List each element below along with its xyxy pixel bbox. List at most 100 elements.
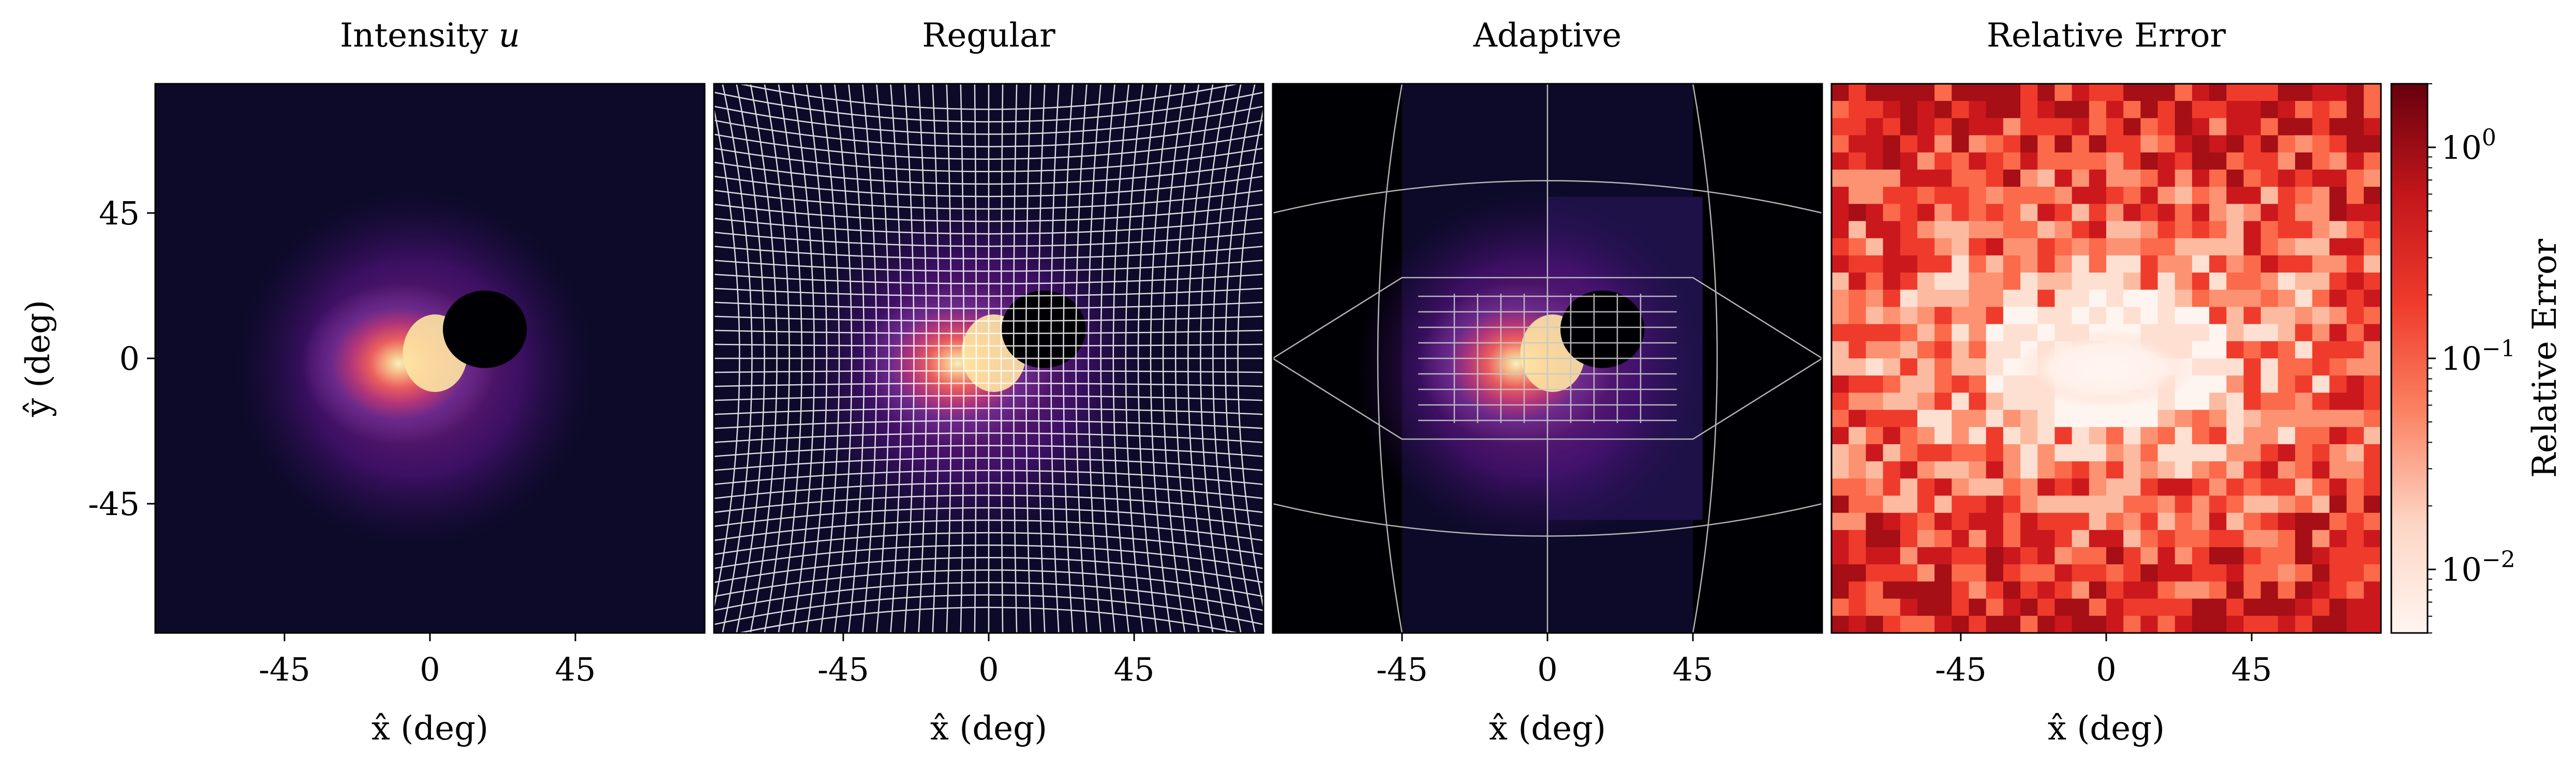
- error-cell: [1952, 358, 1969, 376]
- error-cell: [2226, 187, 2244, 204]
- error-cell: [2003, 238, 2021, 256]
- error-cell: [2089, 512, 2107, 531]
- error-cell: [2295, 547, 2313, 565]
- error-cell: [2054, 84, 2073, 101]
- error-cell: [2089, 598, 2107, 616]
- error-cell: [1917, 187, 1935, 204]
- error-cell: [2363, 204, 2381, 221]
- error-cell: [2003, 598, 2021, 616]
- error-cell: [1986, 118, 2004, 136]
- error-cell: [2192, 444, 2210, 462]
- error-cell: [2226, 101, 2244, 118]
- error-cell: [1900, 615, 1918, 633]
- error-cell: [1849, 358, 1866, 376]
- error-cell: [1934, 495, 1952, 514]
- error-cell: [1952, 187, 1969, 204]
- error-cell: [2192, 478, 2210, 496]
- plot-area-1: [155, 84, 705, 633]
- error-cell: [1952, 152, 1969, 170]
- error-cell: [1849, 135, 1866, 153]
- error-cell: [2209, 478, 2227, 496]
- error-cell: [1969, 152, 1987, 170]
- error-cell: [1934, 101, 1952, 118]
- error-cell: [1917, 135, 1935, 153]
- error-cell: [2312, 290, 2330, 307]
- error-cell: [1969, 187, 1987, 204]
- error-cell: [2295, 615, 2313, 633]
- error-cell: [1986, 238, 2004, 256]
- error-cell: [1917, 358, 1935, 376]
- error-cell: [1917, 615, 1935, 633]
- error-cell: [2192, 255, 2210, 273]
- error-cell: [2363, 461, 2381, 479]
- error-cell: [1952, 273, 1969, 290]
- error-cell: [2106, 290, 2124, 307]
- error-cell: [1900, 444, 1918, 462]
- error-cell: [1917, 273, 1935, 290]
- error-cell: [2312, 101, 2330, 118]
- error-cell: [2312, 204, 2330, 221]
- mesh-line-v: [1112, 84, 1130, 633]
- error-cell: [1832, 101, 1849, 118]
- error-cell: [1934, 152, 1952, 170]
- error-cell: [1883, 530, 1901, 548]
- error-cell: [2037, 547, 2055, 565]
- error-cell: [2140, 204, 2158, 221]
- error-cell: [1917, 461, 1935, 479]
- error-cell: [2020, 307, 2038, 325]
- error-cell: [2260, 375, 2279, 393]
- error-cell: [1917, 512, 1935, 531]
- mesh-line-v: [1237, 106, 1263, 611]
- error-cell: [2295, 273, 2313, 290]
- error-cell: [1900, 101, 1918, 118]
- error-cell: [2226, 512, 2244, 531]
- error-cell: [2363, 187, 2381, 204]
- error-cell: [2312, 238, 2330, 256]
- error-cell: [1866, 307, 1884, 325]
- error-cell: [2329, 238, 2347, 256]
- error-cell: [1934, 427, 1952, 445]
- error-cell: [2020, 135, 2038, 153]
- error-cell: [1849, 461, 1866, 479]
- error-cell: [2020, 598, 2038, 616]
- error-cell: [2072, 444, 2090, 462]
- error-cell: [2054, 273, 2073, 290]
- error-cell: [2054, 444, 2073, 462]
- error-cell: [1866, 324, 1884, 342]
- error-cell: [2192, 341, 2210, 359]
- error-cell: [1952, 392, 1969, 411]
- error-cell: [2260, 461, 2279, 479]
- error-cell: [2209, 84, 2227, 101]
- error-cell: [2140, 530, 2158, 548]
- error-cell: [2329, 273, 2347, 290]
- error-cell: [2329, 290, 2347, 307]
- mesh-line-h: [714, 569, 1263, 597]
- mesh-line-h: [714, 432, 1263, 443]
- error-cell: [1866, 118, 1884, 136]
- error-cell: [2003, 375, 2021, 393]
- error-cell: [1917, 530, 1935, 548]
- error-cell: [2140, 564, 2158, 582]
- error-cell: [2123, 118, 2141, 136]
- mesh-diamond: [1273, 277, 1822, 440]
- error-cell: [2312, 427, 2330, 445]
- error-cell: [2106, 238, 2124, 256]
- error-cell: [2140, 238, 2158, 256]
- error-cell: [2123, 547, 2141, 565]
- error-cell: [2277, 564, 2296, 582]
- error-cell: [2072, 101, 2090, 118]
- error-cell: [2295, 564, 2313, 582]
- error-cell: [2209, 187, 2227, 204]
- error-cell: [2329, 615, 2347, 633]
- error-cell: [1866, 358, 1884, 376]
- error-cell: [2054, 169, 2073, 187]
- mesh-line-h: [714, 420, 1263, 429]
- error-cell: [2346, 358, 2364, 376]
- error-cell: [2346, 169, 2364, 187]
- error-cell: [2260, 358, 2279, 376]
- error-cell: [1866, 530, 1884, 548]
- error-cell: [1900, 530, 1918, 548]
- error-cell: [2363, 598, 2381, 616]
- error-cell: [2003, 307, 2021, 325]
- error-cell: [1934, 307, 1952, 325]
